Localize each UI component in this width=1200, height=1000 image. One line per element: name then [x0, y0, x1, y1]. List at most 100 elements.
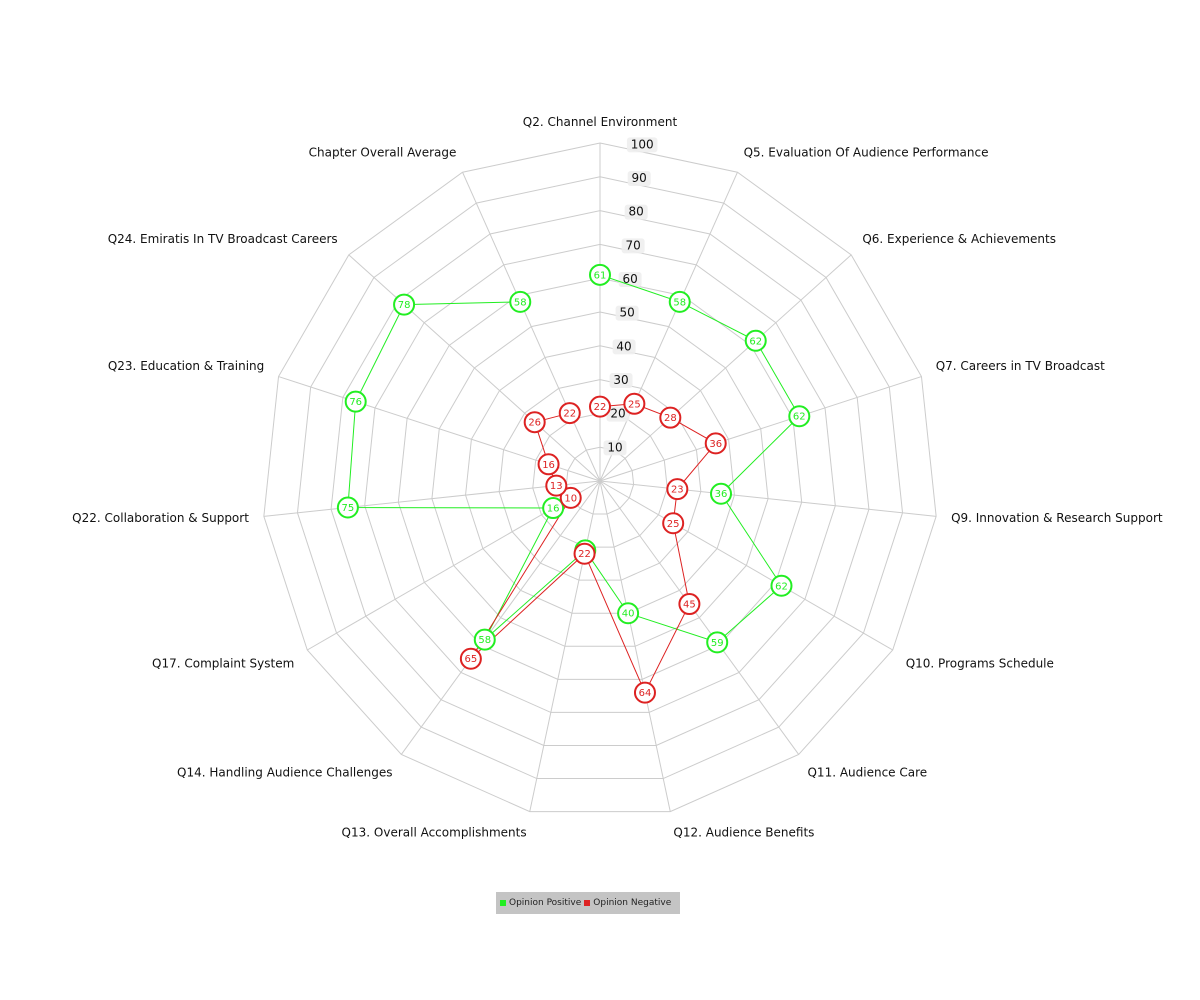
axis-label: Q14. Handling Audience Challenges — [177, 766, 392, 780]
tick-label-text: 10 — [607, 440, 622, 454]
tick-label-text: 80 — [629, 205, 644, 219]
data-point-label: 28 — [664, 413, 677, 424]
axis-label: Q7. Careers in TV Broadcast — [936, 359, 1105, 373]
data-point-negative: 13 — [545, 474, 568, 497]
tick-label: 90 — [627, 171, 651, 187]
data-point-negative: 45 — [678, 593, 701, 616]
data-point-marker — [523, 411, 546, 434]
tick-label-text: 60 — [622, 272, 637, 286]
data-point-marker — [668, 290, 691, 313]
tick-label-text: 40 — [616, 339, 631, 353]
tick-label-bg — [612, 339, 636, 355]
data-point-positive: 40 — [617, 602, 640, 625]
data-point-marker — [659, 406, 682, 429]
data-point-label: 36 — [715, 489, 728, 500]
legend: Opinion Positive Opinion Negative — [496, 892, 681, 914]
legend-swatch-negative — [584, 900, 591, 906]
data-point-negative: 16 — [537, 453, 560, 476]
grid-ring — [498, 379, 702, 581]
data-point-marker — [662, 512, 685, 535]
data-point-label: 76 — [349, 397, 362, 408]
data-point-marker — [589, 263, 611, 286]
data-point-label: 61 — [594, 270, 607, 281]
data-point-marker — [542, 497, 565, 520]
tick-label: 20 — [606, 406, 630, 422]
data-point-label: 26 — [528, 418, 541, 429]
radar-grid: 10 20 30 40 50 60 70 80 90 100 — [263, 137, 937, 813]
data-point-label: 62 — [793, 412, 806, 423]
data-point-marker — [559, 486, 582, 509]
tick-label: 10 — [603, 440, 627, 456]
tick-label-text: 70 — [625, 238, 640, 252]
tick-label-bg — [621, 238, 645, 254]
axis-label: Q12. Audience Benefits — [673, 825, 814, 839]
tick-label-bg — [624, 204, 648, 220]
tick-label-bg — [603, 440, 627, 456]
tick-label: 50 — [615, 305, 639, 321]
tick-label-text: 30 — [613, 373, 628, 387]
axis-label: Q24. Emiratis In TV Broadcast Careers — [108, 232, 338, 246]
data-point-label: 25 — [628, 399, 641, 410]
data-point-label: 59 — [711, 638, 724, 649]
axis-label: Q11. Audience Care — [807, 766, 927, 780]
data-point-marker — [509, 290, 532, 313]
data-point-positive: 16 — [542, 497, 565, 520]
data-point-label: 62 — [749, 336, 762, 347]
data-point-marker — [704, 432, 727, 455]
grid-spoke — [263, 480, 601, 517]
data-point-label: 22 — [578, 549, 591, 560]
tick-label-bg — [609, 373, 633, 389]
data-point-negative: 64 — [633, 681, 656, 704]
data-point-label: 16 — [547, 504, 560, 515]
axis-label: Q9. Innovation & Research Support — [951, 511, 1163, 525]
tick-label-bg — [615, 305, 639, 321]
data-point-marker — [558, 402, 581, 425]
data-point-marker — [633, 681, 656, 704]
grid-ring — [465, 345, 735, 614]
data-point-negative: 28 — [659, 406, 682, 429]
data-point-marker — [589, 395, 611, 418]
grid-ring — [431, 311, 769, 647]
data-point-positive: 58 — [473, 628, 496, 651]
axis-label: Q6. Experience & Achievements — [862, 232, 1056, 246]
data-point-label: 78 — [398, 300, 411, 311]
grid-ring — [364, 243, 836, 713]
legend-label-positive: Opinion Positive — [509, 898, 582, 908]
data-point-negative: 65 — [459, 647, 482, 670]
data-point-marker — [344, 390, 367, 413]
data-point-positive: 59 — [706, 631, 729, 654]
data-point-label: 16 — [542, 460, 555, 471]
tick-label: 40 — [612, 339, 636, 355]
grid-ring — [397, 277, 803, 680]
legend-swatch-positive — [500, 900, 506, 906]
data-point-marker — [744, 329, 767, 352]
axis-label: Q5. Evaluation Of Audience Performance — [744, 146, 989, 160]
tick-label-bg — [606, 406, 630, 422]
grid-ring — [263, 142, 937, 813]
grid-spoke — [599, 480, 671, 812]
data-point-marker — [710, 482, 733, 505]
data-point-label: 10 — [564, 493, 577, 504]
axis-label: Q13. Overall Accomplishments — [342, 825, 527, 839]
grid-spoke — [599, 480, 937, 517]
grid-spoke — [599, 480, 893, 651]
data-point-negative: 26 — [523, 411, 546, 434]
data-point-label: 13 — [550, 481, 563, 492]
tick-label: 70 — [621, 238, 645, 254]
data-point-marker — [473, 628, 496, 651]
data-point-marker — [666, 478, 689, 501]
data-point-marker — [393, 293, 416, 316]
tick-label-text: 90 — [632, 171, 647, 185]
data-point-marker — [545, 474, 568, 497]
data-point-positive: 61 — [589, 263, 611, 286]
data-point-label: 58 — [673, 297, 686, 308]
data-point-label: 22 — [563, 409, 576, 420]
data-point-marker — [573, 542, 596, 565]
axis-label: Q17. Complaint System — [152, 657, 294, 671]
data-point-positive: 78 — [393, 293, 416, 316]
axis-labels: Q2. Channel Environment Q5. Evaluation Of… — [72, 115, 1163, 839]
grid-ring — [565, 446, 635, 515]
grid-spoke — [529, 480, 601, 812]
data-point-positive: 76 — [344, 390, 367, 413]
data-point-marker — [537, 453, 560, 476]
